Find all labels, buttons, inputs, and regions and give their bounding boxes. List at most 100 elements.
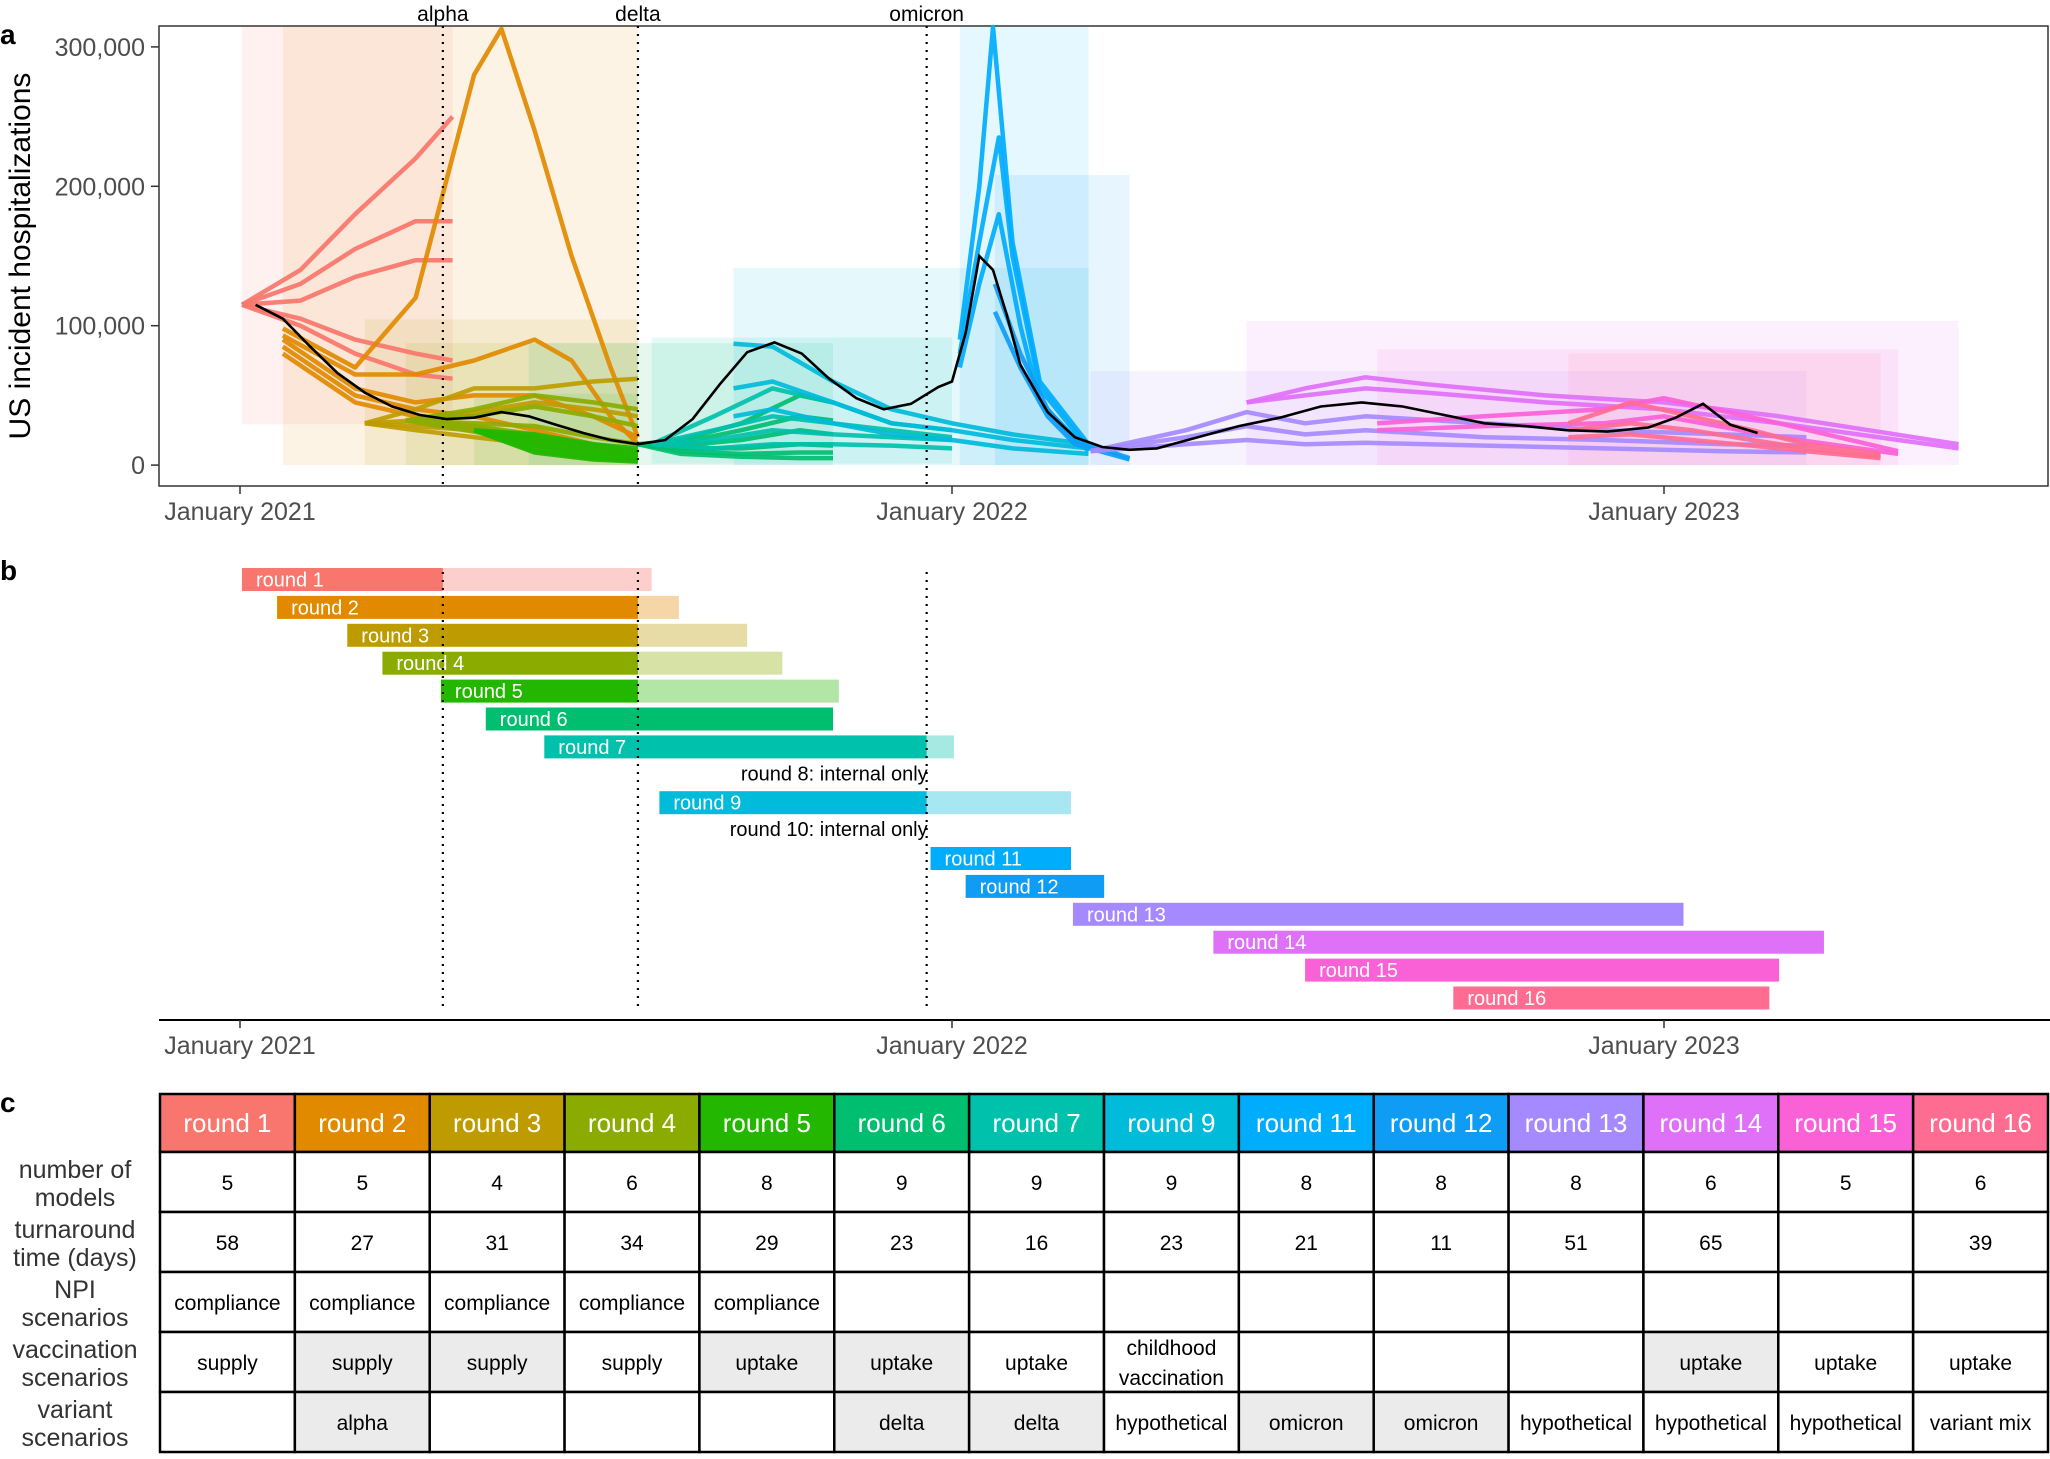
table-cell <box>1507 1210 1645 1274</box>
table-cell-value: 5 <box>356 1172 368 1195</box>
table-cell-value: supply <box>467 1352 528 1375</box>
interval-ribbon <box>241 27 453 425</box>
projection-line <box>651 414 953 447</box>
x-tick-label: January 2021 <box>164 498 316 526</box>
round-bar <box>659 791 927 815</box>
table-cell-value: childhood <box>1126 1337 1216 1360</box>
table-header-label: round 3 <box>453 1108 541 1138</box>
table-cell-value: 31 <box>485 1232 508 1255</box>
table-cell <box>1642 1270 1780 1334</box>
table-header-cell <box>1777 1092 1915 1154</box>
table-cell-value: omicron <box>1269 1412 1344 1435</box>
table-header-cell <box>1911 1092 2050 1154</box>
table-row-label: NPI <box>54 1276 96 1304</box>
table-cell <box>1911 1270 2050 1334</box>
timeline-x-tick-label: January 2021 <box>164 1032 316 1060</box>
round-bar-label: round 15 <box>1319 960 1398 982</box>
projection-line <box>241 302 454 363</box>
table-cell <box>1911 1150 2050 1214</box>
round-bar-label: round 16 <box>1467 988 1546 1010</box>
projection-period-bar <box>637 595 679 619</box>
table-cell-value: 8 <box>1435 1172 1447 1195</box>
table-cell-value: hypothetical <box>1655 1412 1767 1435</box>
table-cell-value: 6 <box>1705 1172 1717 1195</box>
table-cell-value: 8 <box>1570 1172 1582 1195</box>
table-cell <box>158 1330 297 1394</box>
interval-ribbon <box>959 27 1089 466</box>
table-cell-value: supply <box>332 1352 393 1375</box>
y-axis: 0 100,000 200,000 300,000 <box>55 34 159 480</box>
table-cell-value: compliance <box>174 1292 280 1315</box>
table-cell <box>1237 1330 1375 1394</box>
panel-a-label: a <box>0 19 16 50</box>
round-bar <box>930 847 1071 870</box>
event-lines: alpha delta omicron <box>417 3 964 486</box>
projection-line <box>957 135 1091 450</box>
projection-period-bar <box>442 568 652 591</box>
table-cell <box>293 1270 431 1334</box>
timeline-x-axis: January 2021 January 2022 January 2023 <box>164 1020 1740 1060</box>
table-row-label: time (days) <box>13 1244 137 1272</box>
table-row-label: turnaround <box>15 1216 136 1244</box>
table-header-cell <box>1507 1092 1645 1154</box>
projection-period-bar <box>926 735 954 759</box>
table-cell-value: alpha <box>337 1412 389 1435</box>
table-cell-value: compliance <box>714 1292 820 1315</box>
round-bar <box>965 874 1105 898</box>
panel-b-label: b <box>0 555 17 586</box>
y-tick-label: 300,000 <box>55 34 145 62</box>
table-cell <box>1372 1330 1510 1394</box>
projection-line <box>281 26 640 439</box>
projection-line <box>651 427 953 447</box>
table-cell <box>833 1330 971 1394</box>
table-cell-value: uptake <box>870 1352 933 1375</box>
projection-line <box>733 341 1089 447</box>
x-tick-label: January 2022 <box>876 498 1028 526</box>
table-header-label: round 9 <box>1127 1108 1215 1138</box>
table-cell-value: compliance <box>444 1292 550 1315</box>
table-header-label: round 2 <box>318 1108 406 1138</box>
table-cell-value: 11 <box>1430 1232 1452 1255</box>
table-cell <box>563 1150 701 1214</box>
table-cell <box>293 1390 431 1454</box>
table-cell-value: uptake <box>735 1352 798 1375</box>
table-cell <box>833 1210 971 1274</box>
table-cell-value: uptake <box>1949 1352 2012 1375</box>
table-cell-value: 58 <box>216 1232 239 1255</box>
table-cell-value: 8 <box>1300 1172 1312 1195</box>
table-cell <box>158 1150 297 1214</box>
round-bar-label: round 12 <box>980 876 1059 898</box>
timeline-event-lines <box>441 572 928 1012</box>
table-cell <box>967 1270 1106 1334</box>
table-cell-value: hypothetical <box>1790 1412 1902 1435</box>
projection-period-bar <box>637 651 783 675</box>
table-cell <box>1777 1210 1915 1274</box>
table-cell <box>563 1330 701 1394</box>
projection-line <box>733 379 1089 451</box>
table-cell <box>833 1390 971 1454</box>
projection-line <box>240 115 455 307</box>
projection-line <box>957 24 1091 446</box>
table-cell-value: 51 <box>1564 1232 1587 1255</box>
y-axis-title: US incident hospitalizations <box>4 73 37 440</box>
table-cell-value: 4 <box>491 1172 503 1195</box>
table-cell <box>428 1270 566 1334</box>
round-bar-label: round 5 <box>455 681 523 703</box>
y-tick-label: 100,000 <box>55 313 145 341</box>
round-bar-label: round 13 <box>1087 904 1166 926</box>
table-cell <box>1911 1390 2050 1454</box>
round-bar-label: round 6 <box>500 709 568 731</box>
projection-period-bar <box>637 623 748 647</box>
table-cell <box>428 1210 566 1274</box>
table-row-label: scenarios <box>22 1424 129 1452</box>
table-cell <box>1911 1330 2050 1394</box>
round-bar <box>1305 958 1780 982</box>
table-cell <box>1777 1390 1915 1454</box>
table-header-label: round 14 <box>1660 1108 1763 1138</box>
event-label: delta <box>615 3 661 26</box>
x-tick-label: January 2023 <box>1588 498 1740 526</box>
table-cell-value: uptake <box>1005 1352 1068 1375</box>
